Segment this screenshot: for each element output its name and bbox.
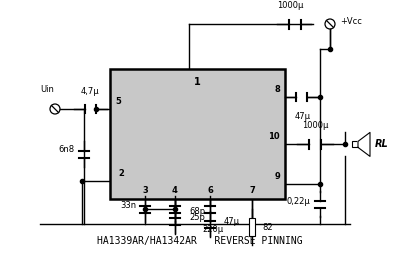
Text: 1: 1 [194,77,201,87]
Text: 33n: 33n [120,201,136,211]
Text: 4: 4 [172,186,178,195]
Text: 68p: 68p [189,208,205,216]
Text: 4,7µ: 4,7µ [81,87,99,96]
Bar [249,218,255,236]
Text: 47µ: 47µ [224,216,240,226]
Text: 2: 2 [118,169,124,178]
Text: 6: 6 [207,186,213,195]
Text: 82: 82 [262,223,273,231]
Text: 5: 5 [115,97,121,106]
Text: 8: 8 [274,85,280,94]
Bar [352,141,358,147]
Text: 47µ: 47µ [295,112,311,121]
Text: RL: RL [375,139,389,149]
Text: 7: 7 [249,186,255,195]
Text: 0,22µ: 0,22µ [286,197,310,205]
Polygon shape [358,132,370,156]
Text: HA1339AR/HA1342AR   REVERSE PINNING: HA1339AR/HA1342AR REVERSE PINNING [97,236,303,246]
Text: 1000µ: 1000µ [277,1,303,10]
Text: 10: 10 [268,132,280,141]
Text: 9: 9 [274,172,280,181]
Text: 3: 3 [142,186,148,195]
Text: +Vcc: +Vcc [340,18,362,26]
Text: 220µ: 220µ [202,225,224,234]
Text: 25p: 25p [189,214,205,223]
Bar [110,69,285,199]
Text: Uin: Uin [40,85,54,94]
Text: 6n8: 6n8 [58,145,74,153]
Text: 1000µ: 1000µ [302,121,328,130]
